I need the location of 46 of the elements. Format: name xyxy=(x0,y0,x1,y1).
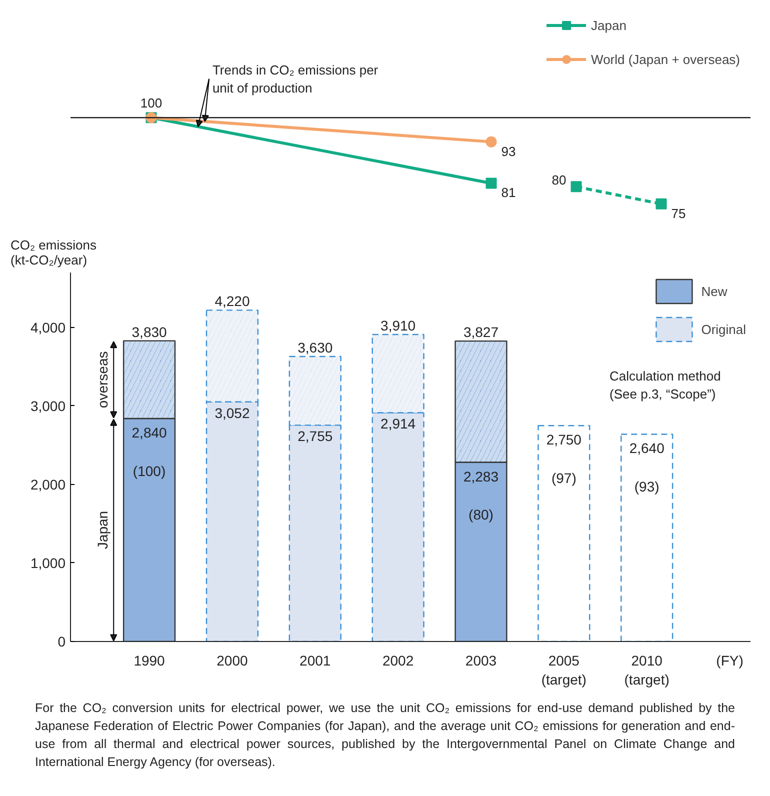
data-label: 81 xyxy=(501,185,516,200)
x-axis-title: (FY) xyxy=(716,652,744,668)
data-label: 75 xyxy=(671,206,686,221)
y-tick-label: 2,000 xyxy=(30,476,66,492)
data-label: 100 xyxy=(140,96,162,111)
x-tick-label: 2002 xyxy=(382,652,414,668)
point xyxy=(486,178,497,189)
text: For the CO₂ conversion units for electrical power, we use the unit CO₂ emissions for end-use demand published by the Japanese Federation of Electric Power Companies (for Japan), and the average unit CO₂ emissions for generation and end-use from all thermal and electrical power sources, published by the Intergovernmental Panel on Climate Change and International Energy Agency (for overseas). xyxy=(35,700,735,771)
text: 2,840 (100) xyxy=(132,424,167,479)
legend-label: Original xyxy=(701,322,746,336)
legend-title: Calculation method (See p.3, “Scope”) xyxy=(610,368,721,402)
x-tick-label: 2005 (target) xyxy=(541,652,586,688)
total-label: 3,830 xyxy=(132,324,168,340)
point xyxy=(486,136,497,148)
text: 2,640 (93) xyxy=(629,440,664,495)
y-tick-label: 3,000 xyxy=(30,398,66,414)
x-tick-label: 2001 xyxy=(300,652,331,668)
total-label: 3,910 xyxy=(380,318,416,334)
x-tick-label: 1990 xyxy=(134,652,166,668)
x-tick-label: 2010 (target) xyxy=(624,652,670,688)
bar xyxy=(538,424,590,642)
text: Trends in CO₂ emissions per unit of production xyxy=(212,62,379,96)
data-label: 3,052 xyxy=(214,404,250,421)
y-tick-label: 0 xyxy=(58,634,66,650)
text: overseas xyxy=(94,351,110,408)
data-label: 2,914 xyxy=(380,416,416,432)
data-label: 2,755 xyxy=(298,428,333,444)
y-tick-label: 4,000 xyxy=(30,319,66,336)
legend-label: New xyxy=(701,284,728,298)
bar xyxy=(620,434,674,642)
total-label: 4,220 xyxy=(214,293,250,310)
text: 2,750 (97) xyxy=(546,432,582,486)
legend-label: Japan xyxy=(591,18,626,32)
legend-label: World (Japan + overseas) xyxy=(591,52,740,66)
text: 2,283 (80) xyxy=(463,468,499,523)
y-axis-title: CO₂ emissions (kt-CO₂/year) xyxy=(10,238,97,268)
point xyxy=(656,198,667,210)
text: Japan xyxy=(94,510,110,550)
y-tick-label: 1,000 xyxy=(30,554,66,571)
point xyxy=(570,181,582,192)
total-label: 3,630 xyxy=(298,340,333,356)
data-label: 93 xyxy=(501,144,516,159)
total-label: 3,827 xyxy=(463,324,499,340)
data-label: 80 xyxy=(552,172,566,188)
x-tick-label: 2003 xyxy=(465,652,497,668)
x-tick-label: 2000 xyxy=(216,652,248,668)
